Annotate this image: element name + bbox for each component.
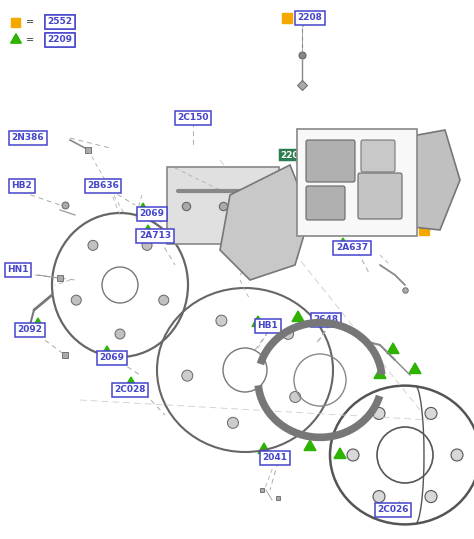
Polygon shape <box>137 203 149 213</box>
Text: 2041: 2041 <box>263 453 288 462</box>
FancyBboxPatch shape <box>306 186 345 220</box>
Text: HB1: HB1 <box>258 321 278 330</box>
Text: 2069: 2069 <box>100 354 125 363</box>
Circle shape <box>228 417 238 429</box>
Polygon shape <box>337 238 349 248</box>
FancyBboxPatch shape <box>361 140 395 172</box>
FancyBboxPatch shape <box>358 173 402 219</box>
FancyBboxPatch shape <box>297 129 417 236</box>
FancyBboxPatch shape <box>306 140 355 182</box>
Circle shape <box>347 449 359 461</box>
Text: =: = <box>26 17 34 27</box>
Polygon shape <box>409 363 421 374</box>
Text: 2B511: 2B511 <box>241 250 273 259</box>
Bar <box>11 17 20 26</box>
Text: 2A637: 2A637 <box>336 244 368 252</box>
FancyBboxPatch shape <box>167 167 279 244</box>
Polygon shape <box>125 377 137 388</box>
Circle shape <box>373 490 385 502</box>
Polygon shape <box>142 225 154 236</box>
Circle shape <box>115 329 125 339</box>
Circle shape <box>425 407 437 419</box>
Text: 2C028: 2C028 <box>114 385 146 395</box>
Text: 2552: 2552 <box>47 17 73 26</box>
Text: 2A713: 2A713 <box>139 231 171 240</box>
Bar <box>419 225 429 235</box>
Polygon shape <box>374 368 386 378</box>
Text: 2092: 2092 <box>18 326 43 335</box>
Polygon shape <box>292 311 304 321</box>
Circle shape <box>216 315 227 326</box>
Polygon shape <box>10 34 21 43</box>
Polygon shape <box>220 165 310 280</box>
Circle shape <box>88 240 98 250</box>
Polygon shape <box>375 130 460 230</box>
Text: 2208: 2208 <box>298 13 322 23</box>
Polygon shape <box>101 346 113 356</box>
Text: 2209: 2209 <box>47 36 73 45</box>
Circle shape <box>283 328 293 340</box>
Circle shape <box>142 240 152 250</box>
Circle shape <box>159 295 169 305</box>
Text: 2209: 2209 <box>47 36 73 45</box>
Text: 2C026: 2C026 <box>377 506 409 515</box>
Text: =: = <box>26 35 34 45</box>
Circle shape <box>451 449 463 461</box>
Text: 2B636: 2B636 <box>87 182 119 190</box>
Polygon shape <box>258 443 270 453</box>
Circle shape <box>373 407 385 419</box>
Polygon shape <box>304 440 316 451</box>
Text: 2552: 2552 <box>47 17 73 26</box>
Text: 2200: 2200 <box>281 150 305 160</box>
Circle shape <box>290 391 301 403</box>
Text: 2C150: 2C150 <box>177 114 209 122</box>
Polygon shape <box>334 448 346 459</box>
Polygon shape <box>32 318 44 328</box>
Text: HN1: HN1 <box>7 266 29 274</box>
Text: 2648: 2648 <box>313 315 338 324</box>
Circle shape <box>182 370 193 381</box>
Polygon shape <box>252 316 264 327</box>
Text: HB2: HB2 <box>12 182 32 190</box>
Polygon shape <box>387 343 399 354</box>
Circle shape <box>425 490 437 502</box>
Text: 2N386: 2N386 <box>12 134 44 142</box>
Text: 2069: 2069 <box>139 210 164 218</box>
Bar <box>282 13 292 23</box>
Circle shape <box>71 295 81 305</box>
